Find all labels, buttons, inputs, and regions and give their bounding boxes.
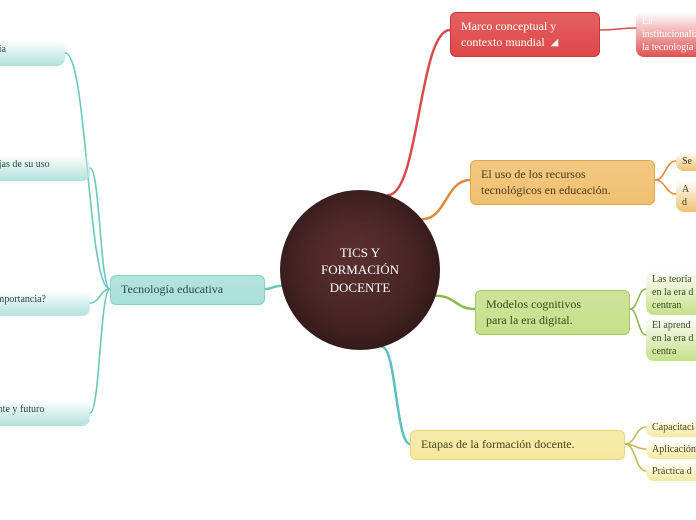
mindmap-canvas: TICS YFORMACIÓNDOCENTE Marco conceptual y… <box>0 0 696 520</box>
child-modelos-0[interactable]: Las teoríaen la era dcentran <box>646 270 696 315</box>
child-etapas-2[interactable]: Práctica d <box>646 462 696 481</box>
expand-icon[interactable]: ◢ <box>551 36 559 49</box>
branch-marco[interactable]: Marco conceptual ycontexto mundial◢ <box>450 12 600 57</box>
branch-modelos[interactable]: Modelos cognitivospara la era digital. <box>475 290 630 335</box>
child-tecno-0[interactable]: nología <box>0 40 65 66</box>
branch-uso[interactable]: El uso de los recursostecnológicos en ed… <box>470 160 655 205</box>
child-marco-0[interactable]: La institucionalizaciónla tecnología e i… <box>636 12 696 57</box>
child-etapas-1[interactable]: Aplicación <box>646 440 696 459</box>
branch-etapas[interactable]: Etapas de la formación docente. <box>410 430 625 460</box>
child-uso-0[interactable]: Se <box>676 152 696 171</box>
child-uso-1[interactable]: Ad <box>676 180 696 212</box>
child-modelos-1[interactable]: El aprenden la era dcentra <box>646 316 696 361</box>
child-tecno-3[interactable]: Presente y futuro <box>0 400 90 426</box>
branch-tecno[interactable]: Tecnología educativa <box>110 275 265 305</box>
child-etapas-0[interactable]: Capacitaci <box>646 418 696 437</box>
child-tecno-2[interactable]: s su importancia? <box>0 290 90 316</box>
child-tecno-1[interactable]: Ventajas de su uso <box>0 155 90 181</box>
center-node[interactable]: TICS YFORMACIÓNDOCENTE <box>280 190 440 350</box>
